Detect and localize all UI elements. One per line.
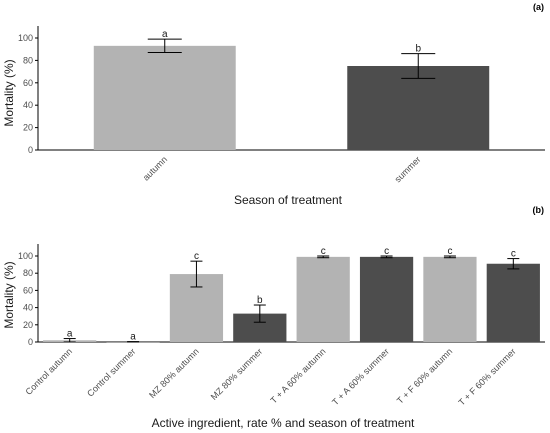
significance-label: a [130, 332, 136, 343]
panel-b-label: (b) [533, 205, 545, 215]
y-tick-label: 80 [23, 268, 33, 278]
x-tick-label: T + A 60% summer [330, 346, 391, 407]
panel-a-xlabel: Season of treatment [234, 193, 343, 207]
panel-b-ylabel: Mortality (%) [2, 261, 16, 328]
y-tick-label: 100 [18, 33, 33, 43]
significance-label: c [447, 246, 452, 257]
significance-label: c [384, 246, 389, 257]
bar-autumn [93, 45, 236, 151]
panel-a-label: (a) [533, 2, 544, 12]
significance-label: a [162, 29, 168, 40]
panel-b-chart: 0 20 40 60 80 100 a Control autumn a Control summ… [18, 244, 545, 408]
x-tick-label: autumn [141, 154, 169, 182]
significance-label: c [511, 249, 516, 260]
significance-label: a [67, 329, 73, 340]
significance-label: b [257, 295, 263, 306]
y-tick-label: 60 [23, 78, 33, 88]
x-tick-label: T + A 60% autumn [268, 346, 327, 405]
y-tick-label: 0 [28, 145, 33, 155]
x-tick-label: T + F 60% autumn [395, 346, 454, 405]
y-tick-label: 40 [23, 303, 33, 313]
y-tick-label: 20 [23, 320, 33, 330]
x-tick-label: T + F 60% summer [456, 346, 517, 407]
y-tick-label: 40 [23, 100, 33, 110]
bar-t-a-60-autumn [296, 256, 350, 342]
bar-summer [347, 66, 490, 150]
x-tick-label: MZ 80% summer [209, 346, 265, 402]
panel-a-chart: 0 20 40 60 80 100 a autumn b summer [18, 26, 545, 184]
y-tick-label: 0 [28, 337, 33, 347]
y-tick-label: 20 [23, 123, 33, 133]
significance-label: b [415, 44, 421, 55]
x-tick-label: summer [393, 154, 423, 184]
panel-b-xlabel: Active ingredient, rate % and season of … [152, 416, 415, 430]
bar-t-f-60-autumn [423, 256, 477, 342]
y-tick-label: 60 [23, 285, 33, 295]
x-tick-label: MZ 80% autumn [147, 346, 201, 400]
bar-t-a-60-summer [359, 256, 414, 342]
y-tick-label: 80 [23, 55, 33, 65]
significance-label: c [321, 246, 326, 257]
panel-a-ylabel: Mortality (%) [2, 59, 16, 126]
x-tick-label: Control summer [85, 346, 137, 398]
y-tick-label: 100 [18, 251, 33, 261]
x-tick-label: Control autumn [24, 346, 75, 397]
significance-label: c [194, 251, 199, 262]
bar-t-f-60-summer [486, 263, 540, 342]
